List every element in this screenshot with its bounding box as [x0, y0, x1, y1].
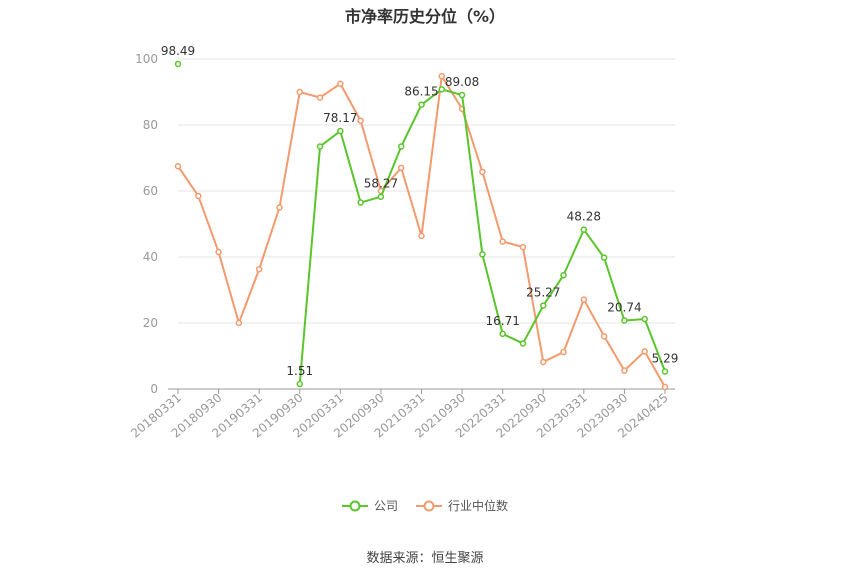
legend: 公司 行业中位数: [0, 497, 850, 514]
y-tick-label: 60: [143, 184, 158, 198]
series-point-1: [479, 168, 486, 176]
series-point-1: [235, 319, 243, 327]
series-point-0: [661, 368, 669, 375]
series-point-1: [296, 88, 303, 96]
series-point-1: [641, 348, 648, 355]
series-point-1: [661, 383, 669, 391]
series-point-0: [377, 193, 385, 200]
y-tick-label: 100: [135, 52, 158, 66]
series-point-0: [357, 199, 364, 206]
legend-item-industry-median[interactable]: 行业中位数: [416, 497, 508, 514]
series-point-0: [296, 380, 303, 388]
y-tick-label: 0: [150, 382, 158, 396]
data-label: 58.27: [364, 177, 398, 191]
series-point-1: [255, 265, 263, 273]
y-tick-label: 40: [143, 250, 158, 264]
series-point-1: [600, 332, 608, 340]
series-point-0: [438, 86, 446, 93]
series-point-0: [540, 302, 547, 309]
data-label: 89.08: [445, 75, 479, 89]
series-point-1: [357, 117, 364, 124]
data-label: 5.29: [652, 352, 679, 366]
legend-company-label: 公司: [373, 499, 398, 513]
series-point-1: [621, 367, 628, 374]
series-point-0: [316, 143, 324, 150]
series-point-0: [397, 143, 405, 150]
series-point-1: [438, 72, 446, 80]
data-labels: 98.49 1.51 78.17 58.27 86.15 89.08 16.71 25.27 4…: [161, 44, 679, 378]
series-point-0: [560, 271, 567, 279]
chart-title: 市净率历史分位（%）: [344, 7, 506, 26]
data-label: 98.49: [161, 44, 195, 58]
y-tick-label: 80: [143, 118, 158, 132]
series-point-1: [276, 204, 283, 211]
y-tick-label: 20: [143, 316, 158, 330]
legend-company-marker: [341, 500, 368, 511]
data-label: 86.15: [404, 85, 438, 99]
series-point-0: [174, 60, 182, 68]
series-point-0: [600, 254, 608, 261]
series: [174, 60, 669, 391]
data-label: 1.51: [286, 364, 313, 378]
series-point-0: [499, 330, 506, 338]
series-point-0: [641, 315, 648, 323]
series-point-0: [621, 317, 628, 324]
series-point-0: [479, 251, 486, 258]
series-point-0: [458, 91, 466, 99]
data-label: 48.28: [567, 210, 601, 224]
series-point-1: [560, 348, 567, 356]
series-point-1: [174, 163, 182, 170]
series-point-1: [195, 192, 202, 200]
data-label: 25.27: [526, 286, 560, 300]
series-point-0: [337, 127, 344, 135]
series-point-1: [215, 248, 222, 256]
axes: 0204060801002018033120180930201903312019…: [128, 52, 675, 441]
series-point-1: [397, 164, 405, 172]
series-point-1: [418, 232, 425, 240]
data-label: 20.74: [607, 301, 641, 315]
legend-item-company[interactable]: 公司: [341, 497, 398, 514]
data-label: 16.71: [485, 314, 519, 328]
series-point-1: [499, 238, 506, 245]
series-point-0: [580, 226, 588, 233]
series-line-0: [298, 88, 666, 385]
series-point-1: [316, 94, 324, 101]
data-label: 78.17: [323, 111, 357, 125]
data-source: 数据来源：恒生聚源: [366, 551, 484, 566]
series-point-1: [580, 296, 588, 303]
series-point-0: [418, 101, 425, 108]
series-point-0: [519, 340, 527, 347]
series-line-1: [177, 75, 666, 388]
series-point-1: [519, 243, 527, 251]
legend-industry-label: 行业中位数: [448, 499, 509, 513]
legend-industry-marker: [416, 500, 442, 511]
series-point-1: [337, 80, 344, 87]
series-point-1: [540, 358, 547, 366]
